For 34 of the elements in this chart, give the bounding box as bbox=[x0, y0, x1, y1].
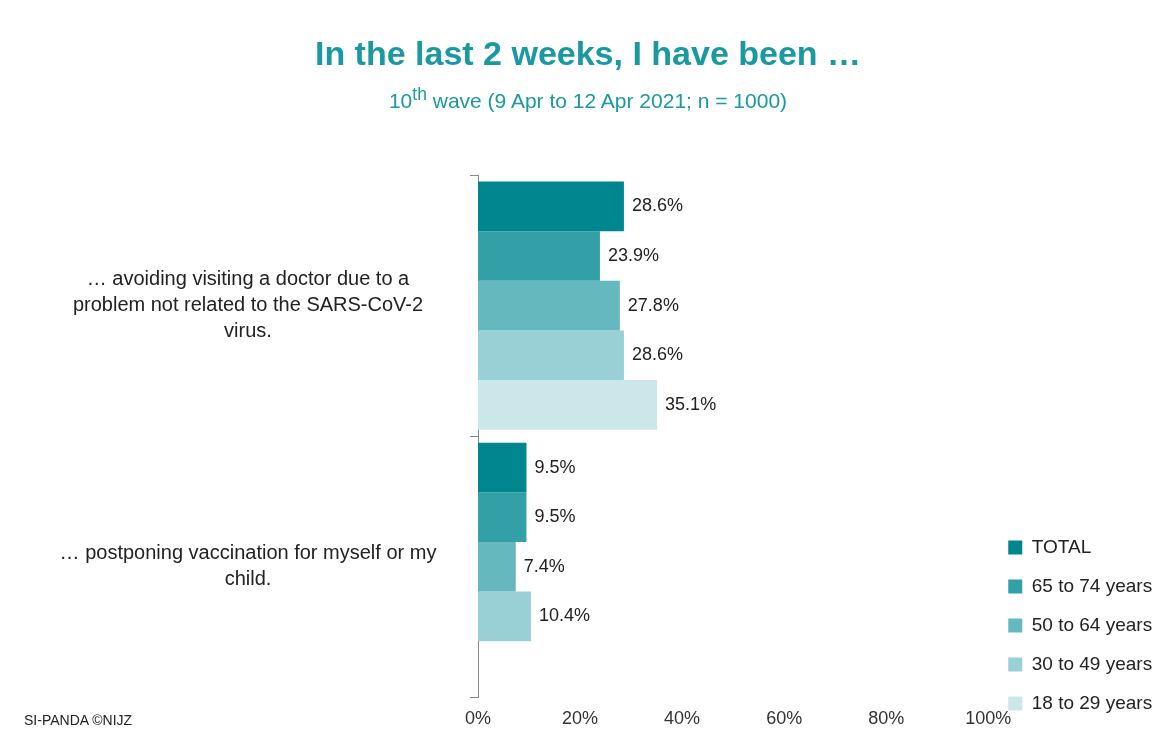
x-tick-label: 100% bbox=[965, 708, 1012, 729]
data-label: 7.4% bbox=[523, 555, 565, 576]
bar bbox=[478, 541, 516, 592]
text: SI-PANDA ©NIJZ bbox=[24, 712, 133, 728]
data-label: 28.6% bbox=[631, 195, 683, 216]
legend-label: 30 to 49 years bbox=[1031, 652, 1153, 674]
x-tick-label: 20% bbox=[562, 708, 599, 729]
data-label: 35.1% bbox=[665, 393, 717, 414]
data-label: 27.8% bbox=[627, 294, 679, 315]
bar bbox=[478, 181, 624, 232]
x-tick-label: 0% bbox=[464, 708, 492, 729]
legend-label: 18 to 29 years bbox=[1031, 691, 1153, 713]
legend-label: 65 to 74 years bbox=[1031, 574, 1153, 596]
bar bbox=[478, 380, 658, 430]
bar bbox=[478, 330, 624, 381]
x-tick-label: 80% bbox=[868, 708, 905, 729]
bar bbox=[478, 231, 600, 281]
y-tick-label: … avoiding visiting a doctor due to a problem not related to the SARS-CoV-2 virus. bbox=[72, 267, 424, 342]
legend-label: TOTAL bbox=[1031, 535, 1092, 557]
data-label: 10.4% bbox=[539, 605, 591, 626]
bar bbox=[478, 280, 620, 331]
bar bbox=[478, 492, 527, 542]
legend-label: 50 to 64 years bbox=[1031, 613, 1153, 635]
chart-title: In the last 2 weeks, I have been … bbox=[313, 34, 863, 73]
data-label: 9.5% bbox=[534, 506, 576, 527]
data-label: 9.5% bbox=[534, 456, 576, 477]
bar bbox=[478, 591, 532, 642]
x-tick-label: 40% bbox=[664, 708, 701, 729]
chart-subtitle: 10$^{th}$ wave (9 Apr to 12 Apr 2021; n = 1000) bbox=[387, 84, 789, 113]
x-tick-label: 60% bbox=[766, 708, 803, 729]
data-label: 23.9% bbox=[607, 244, 659, 265]
y-tick-label: … postponing vaccination for myself or my child. bbox=[59, 541, 437, 590]
bar bbox=[478, 442, 527, 493]
data-label: 28.6% bbox=[631, 344, 683, 365]
